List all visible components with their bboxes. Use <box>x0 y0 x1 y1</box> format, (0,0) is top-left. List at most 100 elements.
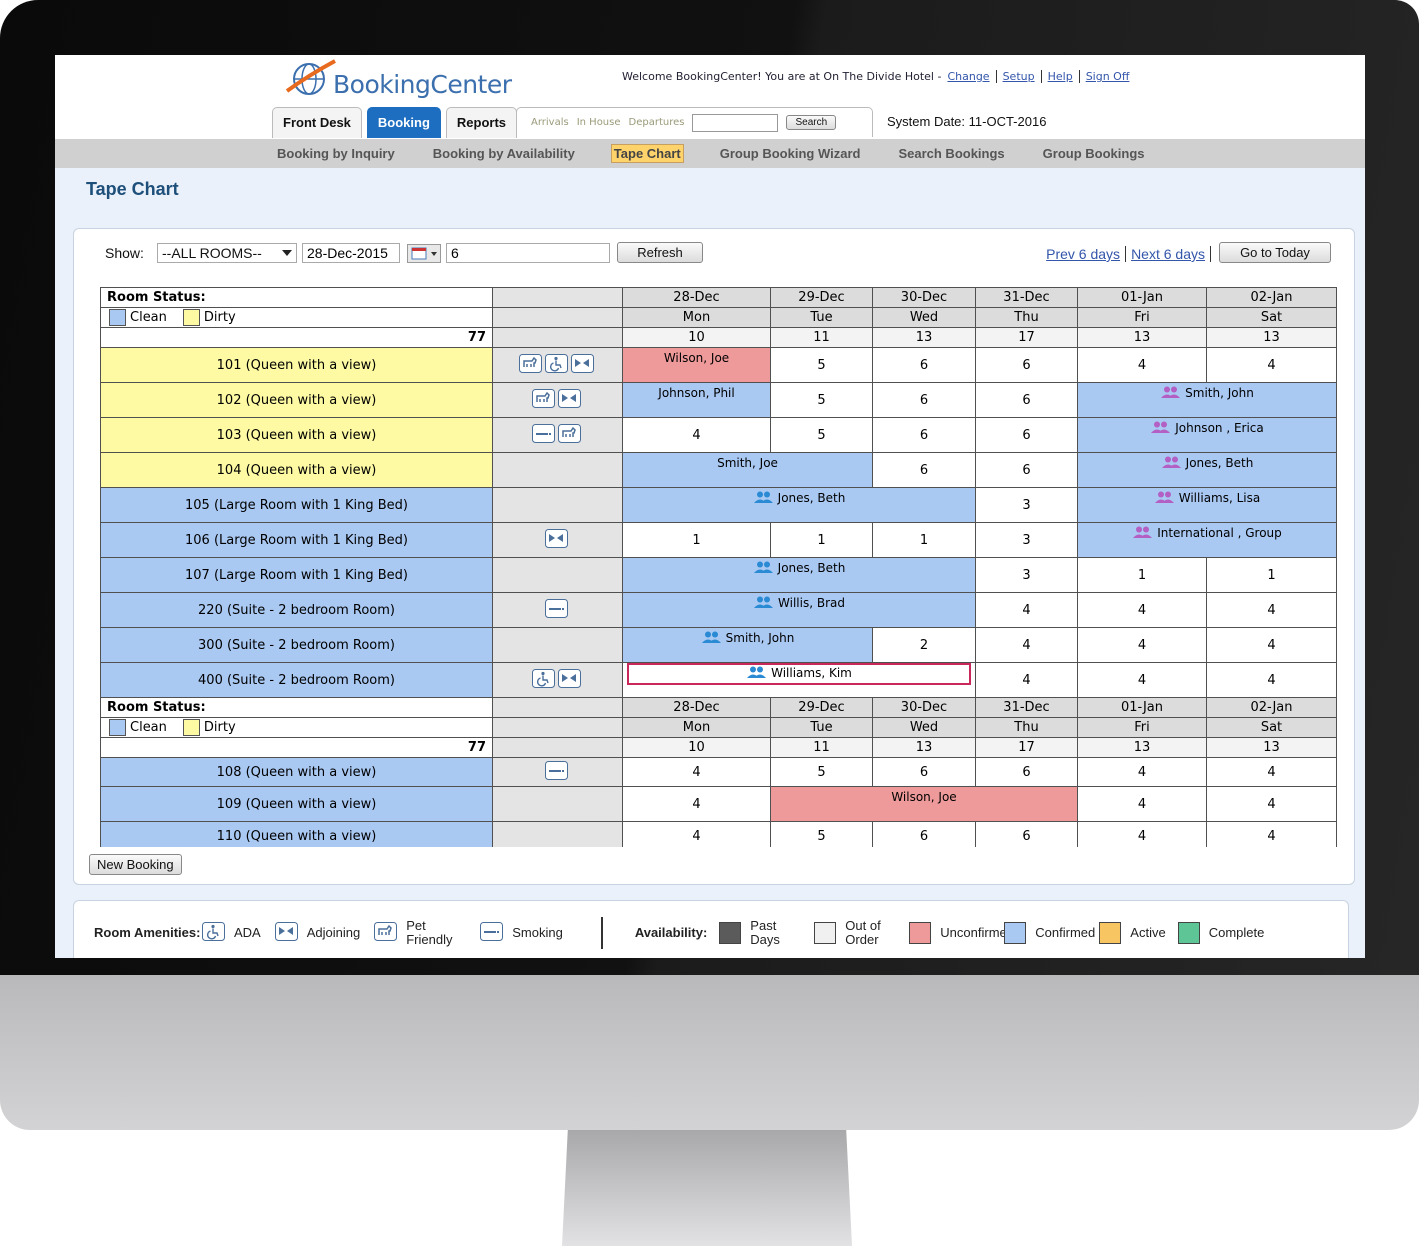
room-name[interactable]: 108 (Queen with a view) <box>100 757 493 787</box>
main-tab[interactable]: Booking <box>366 107 441 138</box>
availability-cell[interactable]: 1 <box>872 522 976 558</box>
quick-filter[interactable]: Arrivals <box>531 117 569 128</box>
sub-nav-item[interactable]: Group Booking Wizard <box>719 146 861 161</box>
sub-nav-item[interactable]: Group Bookings <box>1042 146 1145 161</box>
availability-cell[interactable]: 1 <box>770 522 873 558</box>
availability-cell[interactable]: 5 <box>770 347 873 383</box>
sub-nav-item[interactable]: Booking by Inquiry <box>277 146 395 161</box>
availability-cell[interactable]: 5 <box>770 417 873 453</box>
sub-nav-item[interactable]: Booking by Availability <box>432 146 575 161</box>
availability-cell[interactable]: 4 <box>1206 786 1337 822</box>
availability-cell[interactable]: 4 <box>1206 347 1337 383</box>
main-tab[interactable]: Reports <box>445 107 518 138</box>
availability-cell[interactable]: 4 <box>622 821 771 847</box>
room-name[interactable]: 107 (Large Room with 1 King Bed) <box>100 557 493 593</box>
sub-nav-item[interactable]: Search Bookings <box>898 146 1005 161</box>
availability-cell[interactable]: 4 <box>622 417 771 453</box>
availability-cell[interactable]: 6 <box>872 452 976 488</box>
room-name[interactable]: 220 (Suite - 2 bedroom Room) <box>100 592 493 628</box>
sub-nav-item[interactable]: Tape Chart <box>610 144 684 163</box>
calendar-button[interactable] <box>407 244 441 263</box>
availability-cell[interactable]: 6 <box>872 417 976 453</box>
booking[interactable]: Jones, Beth <box>1077 452 1337 488</box>
today-button[interactable]: Go to Today <box>1219 242 1331 263</box>
availability-cell[interactable]: 6 <box>872 821 976 847</box>
quick-filter[interactable]: In House <box>576 117 621 128</box>
availability-cell[interactable]: 4 <box>1077 821 1207 847</box>
availability-cell[interactable]: 5 <box>770 382 873 418</box>
availability-cell[interactable]: 4 <box>1206 627 1337 663</box>
booking[interactable]: Jones, Beth <box>622 557 976 593</box>
availability-cell[interactable]: 4 <box>1206 757 1337 787</box>
availability-cell[interactable]: 4 <box>1077 592 1207 628</box>
availability-cell[interactable]: 4 <box>975 627 1078 663</box>
booking[interactable]: Jones, Beth <box>622 487 976 523</box>
availability-cell[interactable]: 5 <box>770 821 873 847</box>
quick-filter[interactable]: Departures <box>628 117 685 128</box>
room-filter[interactable]: --ALL ROOMS-- <box>157 243 297 263</box>
room-name[interactable]: 400 (Suite - 2 bedroom Room) <box>100 662 493 698</box>
availability-cell[interactable]: 6 <box>975 347 1078 383</box>
booking[interactable]: Smith, Joe <box>622 452 873 488</box>
availability-cell[interactable]: 4 <box>1077 786 1207 822</box>
availability-cell[interactable]: 1 <box>1206 557 1337 593</box>
logo[interactable]: BookingCenter <box>283 55 512 99</box>
availability-cell[interactable]: 4 <box>1077 662 1207 698</box>
availability-cell[interactable]: 4 <box>1206 821 1337 847</box>
booking[interactable]: Johnson , Erica <box>1077 417 1337 453</box>
availability-cell[interactable]: 4 <box>1206 592 1337 628</box>
availability-cell[interactable]: 4 <box>975 592 1078 628</box>
availability-cell[interactable]: 3 <box>975 522 1078 558</box>
room-name[interactable]: 105 (Large Room with 1 King Bed) <box>100 487 493 523</box>
room-name[interactable]: 106 (Large Room with 1 King Bed) <box>100 522 493 558</box>
availability-cell[interactable]: 6 <box>975 821 1078 847</box>
header-link[interactable]: Help <box>1040 70 1073 83</box>
new-booking-button[interactable]: New Booking <box>89 854 182 875</box>
availability-cell[interactable]: 4 <box>1077 347 1207 383</box>
header-link[interactable]: Change <box>947 70 990 83</box>
main-tab[interactable]: Front Desk <box>272 107 362 138</box>
booking[interactable]: International , Group <box>1077 522 1337 558</box>
availability-cell[interactable]: 6 <box>975 452 1078 488</box>
room-name[interactable]: 103 (Queen with a view) <box>100 417 493 453</box>
availability-cell[interactable]: 4 <box>1206 662 1337 698</box>
availability-cell[interactable]: 3 <box>975 487 1078 523</box>
availability-cell[interactable]: 6 <box>975 382 1078 418</box>
days-input[interactable] <box>446 243 610 263</box>
availability-cell[interactable]: 6 <box>872 382 976 418</box>
header-link[interactable]: Setup <box>995 70 1035 83</box>
prev-link[interactable]: Prev 6 days <box>1046 246 1127 262</box>
availability-cell[interactable]: 6 <box>975 417 1078 453</box>
availability-cell[interactable]: 4 <box>1077 757 1207 787</box>
room-name[interactable]: 110 (Queen with a view) <box>100 821 493 847</box>
booking[interactable]: Wilson, Joe <box>770 786 1078 822</box>
booking[interactable]: Williams, Lisa <box>1077 487 1337 523</box>
header-link[interactable]: Sign Off <box>1078 70 1129 83</box>
booking[interactable]: Smith, John <box>1077 382 1337 418</box>
availability-cell[interactable]: 4 <box>622 757 771 787</box>
availability-cell[interactable]: 3 <box>975 557 1078 593</box>
availability-cell[interactable]: 6 <box>872 757 976 787</box>
availability-cell[interactable]: 2 <box>872 627 976 663</box>
quick-search-input[interactable] <box>692 113 779 132</box>
availability-cell[interactable]: 1 <box>622 522 771 558</box>
availability-cell[interactable]: 1 <box>1077 557 1207 593</box>
booking[interactable]: Willis, Brad <box>622 592 976 628</box>
next-link[interactable]: Next 6 days <box>1131 246 1211 262</box>
refresh-button[interactable]: Refresh <box>617 242 703 263</box>
start-date[interactable] <box>302 243 400 263</box>
room-name[interactable]: 102 (Queen with a view) <box>100 382 493 418</box>
booking[interactable]: Johnson, Phil <box>622 382 771 418</box>
room-name[interactable]: 101 (Queen with a view) <box>100 347 493 383</box>
room-name[interactable]: 109 (Queen with a view) <box>100 786 493 822</box>
room-name[interactable]: 300 (Suite - 2 bedroom Room) <box>100 627 493 663</box>
availability-cell[interactable]: 6 <box>975 757 1078 787</box>
booking[interactable]: Williams, Kim <box>622 662 976 698</box>
booking[interactable]: Wilson, Joe <box>622 347 771 383</box>
availability-cell[interactable]: 5 <box>770 757 873 787</box>
room-name[interactable]: 104 (Queen with a view) <box>100 452 493 488</box>
availability-cell[interactable]: 4 <box>622 786 771 822</box>
availability-cell[interactable]: 4 <box>1077 627 1207 663</box>
booking[interactable]: Smith, John <box>622 627 873 663</box>
quick-search-button[interactable]: Search <box>786 115 837 130</box>
